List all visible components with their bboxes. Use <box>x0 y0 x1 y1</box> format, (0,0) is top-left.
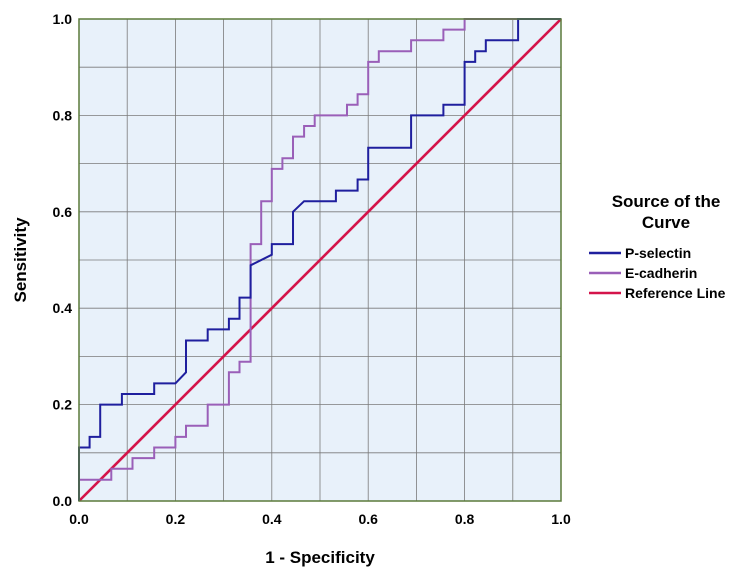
x-tick-label: 0.8 <box>455 511 475 527</box>
y-tick-label: 0.2 <box>53 397 73 413</box>
x-tick-label: 1.0 <box>551 511 571 527</box>
y-tick-label: 0.6 <box>53 204 73 220</box>
series-line-p-selectin <box>78 18 561 501</box>
y-tick-label: 0.4 <box>53 300 73 316</box>
y-tick-label: 0.8 <box>53 107 73 123</box>
legend-entry-label: P-selectin <box>625 245 691 261</box>
plot-frame <box>78 18 562 502</box>
series-line-e-cadherin <box>78 18 561 501</box>
series-layer <box>78 18 562 502</box>
x-tick-label: 0.4 <box>262 511 282 527</box>
x-tick-label: 0.0 <box>69 511 89 527</box>
legend-entry-label: E-cadherin <box>625 265 697 281</box>
legend-entry-label: Reference Line <box>625 285 726 301</box>
legend: Source of the Curve P-selectin E-cadherin R… <box>589 192 726 301</box>
tick-labels: 0.0 0.2 0.4 0.6 0.8 1.0 0.0 0.2 0.4 0.6 0.8 1.0 <box>53 11 571 527</box>
series-line-reference-line <box>78 18 562 502</box>
legend-title-line: Curve <box>642 213 690 232</box>
x-tick-label: 0.2 <box>166 511 186 527</box>
x-axis-title: 1 - Specificity <box>265 548 375 567</box>
y-tick-label: 0.0 <box>53 493 73 509</box>
y-tick-label: 1.0 <box>53 11 73 27</box>
x-tick-label: 0.6 <box>358 511 378 527</box>
legend-title-line: Source of the <box>612 192 721 211</box>
legend-title: Source of the Curve <box>612 192 721 232</box>
y-axis-title: Sensitivity <box>11 217 30 303</box>
